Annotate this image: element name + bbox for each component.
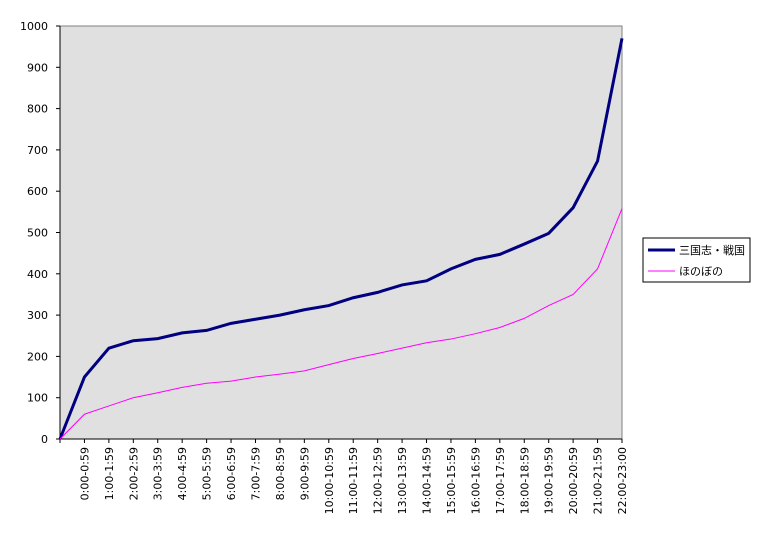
- x-tick-label: 3:00-3:59: [152, 447, 165, 500]
- x-tick-label: 12:00-12:59: [372, 447, 385, 514]
- x-tick-label: 19:00-19:59: [543, 447, 556, 514]
- x-tick-label: 20:00-20:59: [567, 447, 580, 514]
- x-tick-label: 1:00-1:59: [103, 447, 116, 500]
- legend-label: 三国志・戦国: [679, 244, 745, 257]
- x-tick-label: 15:00-15:59: [445, 447, 458, 514]
- legend: [642, 237, 751, 283]
- x-tick-label: 8:00-8:59: [274, 447, 287, 500]
- y-tick-label: 300: [27, 309, 48, 322]
- plot-area: [59, 25, 623, 440]
- x-tick-label: 2:00-2:59: [127, 447, 140, 500]
- x-tick-label: 0:00-0:59: [78, 447, 91, 500]
- y-tick-label: 400: [27, 268, 48, 281]
- series-line: [59, 208, 623, 440]
- x-tick-label: 6:00-6:59: [225, 447, 238, 500]
- x-tick-label: 4:00-4:59: [176, 447, 189, 500]
- y-tick-label: 100: [27, 392, 48, 405]
- x-tick-label: 22:00-23:00: [616, 447, 629, 514]
- y-tick-label: 600: [27, 185, 48, 198]
- x-tick-label: 9:00-9:59: [298, 447, 311, 500]
- legend-label: ほのぼの: [679, 265, 723, 278]
- x-tick-label: 5:00-5:59: [201, 447, 214, 500]
- y-tick-label: 700: [27, 144, 48, 157]
- y-tick-label: 1000: [20, 20, 48, 33]
- x-tick-label: 7:00-7:59: [249, 447, 262, 500]
- x-tick-label: 11:00-11:59: [347, 447, 360, 514]
- y-tick-label: 500: [27, 227, 48, 240]
- y-tick-label: 900: [27, 61, 48, 74]
- y-tick-label: 200: [27, 350, 48, 363]
- x-tick-label: 18:00-18:59: [518, 447, 531, 514]
- y-tick-label: 800: [27, 103, 48, 116]
- x-tick-label: 16:00-16:59: [469, 447, 482, 514]
- x-tick-label: 17:00-17:59: [494, 447, 507, 514]
- x-tick-label: 14:00-14:59: [421, 447, 434, 514]
- x-tick-label: 13:00-13:59: [396, 447, 409, 514]
- x-tick-label: 21:00-21:59: [592, 447, 605, 514]
- y-tick-label: 0: [41, 433, 48, 446]
- x-tick-label: 10:00-10:59: [323, 447, 336, 514]
- series-line: [58, 38, 624, 440]
